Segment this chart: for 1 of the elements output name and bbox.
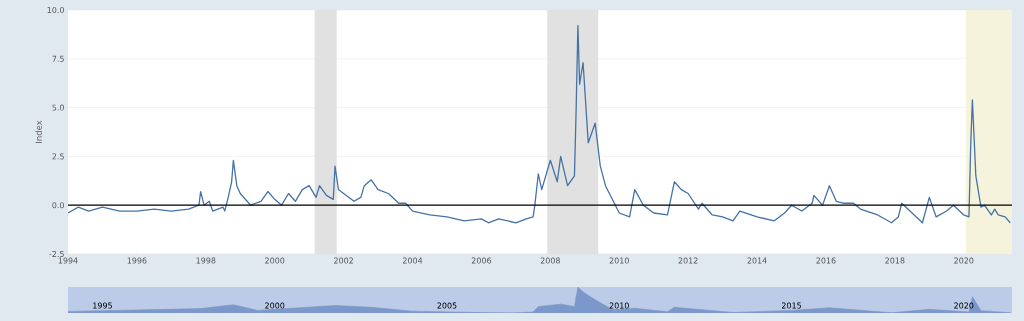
y-axis-title: Index — [35, 120, 42, 143]
